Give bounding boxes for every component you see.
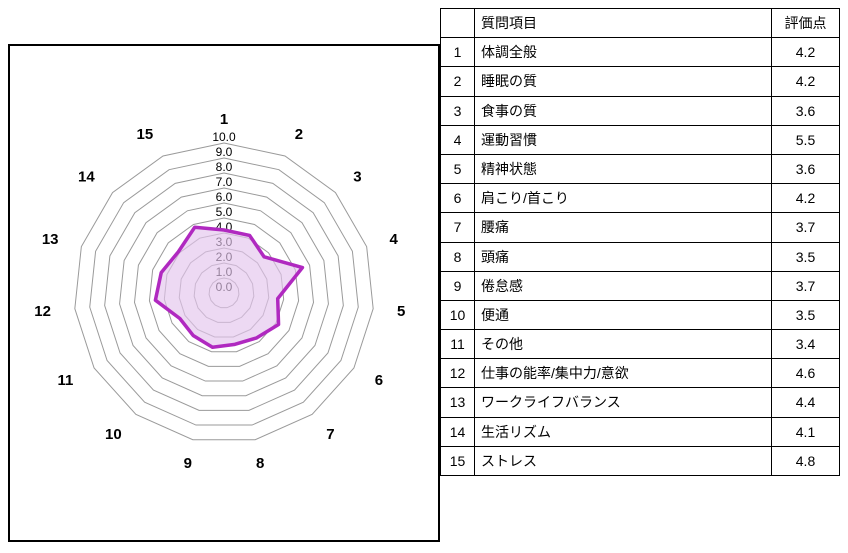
axis-label: 15 (137, 126, 154, 143)
row-score: 3.6 (772, 154, 840, 183)
table-row: 14生活リズム4.1 (441, 417, 840, 446)
table-row: 7腰痛3.7 (441, 213, 840, 242)
row-label: 睡眠の質 (475, 67, 772, 96)
col-header-num (441, 9, 475, 38)
row-num: 13 (441, 388, 475, 417)
table-row: 12仕事の能率/集中力/意欲4.6 (441, 359, 840, 388)
row-score: 3.6 (772, 96, 840, 125)
axis-label: 1 (220, 111, 228, 128)
row-score: 3.7 (772, 271, 840, 300)
radar-chart: 1234567891011121314150.01.02.03.04.05.06… (30, 99, 418, 487)
row-num: 3 (441, 96, 475, 125)
row-label: 腰痛 (475, 213, 772, 242)
row-score: 5.5 (772, 125, 840, 154)
row-num: 2 (441, 67, 475, 96)
table-row: 5精神状態3.6 (441, 154, 840, 183)
row-num: 11 (441, 330, 475, 359)
row-label: 倦怠感 (475, 271, 772, 300)
row-num: 8 (441, 242, 475, 271)
row-label: ストレス (475, 446, 772, 475)
row-label: ワークライフバランス (475, 388, 772, 417)
axis-label: 9 (184, 455, 192, 472)
row-label: 運動習慣 (475, 125, 772, 154)
axis-label: 14 (78, 169, 95, 186)
row-score: 4.6 (772, 359, 840, 388)
axis-label: 13 (42, 231, 59, 248)
row-score: 4.2 (772, 67, 840, 96)
tick-label: 6.0 (216, 190, 233, 204)
axis-label: 5 (397, 303, 405, 320)
row-score: 4.2 (772, 184, 840, 213)
row-score: 3.5 (772, 300, 840, 329)
tick-label: 8.0 (216, 160, 233, 174)
table-row: 13ワークライフバランス4.4 (441, 388, 840, 417)
table-row: 2睡眠の質4.2 (441, 67, 840, 96)
row-label: 食事の質 (475, 96, 772, 125)
layout-wrap: 1234567891011121314150.01.02.03.04.05.06… (8, 8, 840, 542)
table-row: 3食事の質3.6 (441, 96, 840, 125)
table-row: 10便通3.5 (441, 300, 840, 329)
row-num: 6 (441, 184, 475, 213)
row-label: その他 (475, 330, 772, 359)
axis-label: 10 (105, 426, 122, 443)
row-label: 精神状態 (475, 154, 772, 183)
row-num: 5 (441, 154, 475, 183)
table-row: 9倦怠感3.7 (441, 271, 840, 300)
row-score: 4.1 (772, 417, 840, 446)
table-row: 15ストレス4.8 (441, 446, 840, 475)
row-label: 頭痛 (475, 242, 772, 271)
row-score: 4.4 (772, 388, 840, 417)
row-label: 肩こり/首こり (475, 184, 772, 213)
row-num: 15 (441, 446, 475, 475)
row-label: 体調全般 (475, 38, 772, 67)
row-score: 3.4 (772, 330, 840, 359)
axis-label: 12 (34, 303, 51, 320)
table-row: 11その他3.4 (441, 330, 840, 359)
row-label: 仕事の能率/集中力/意欲 (475, 359, 772, 388)
axis-label: 4 (389, 231, 398, 248)
tick-label: 10.0 (212, 130, 236, 144)
row-score: 4.2 (772, 38, 840, 67)
table-row: 1体調全般4.2 (441, 38, 840, 67)
row-num: 14 (441, 417, 475, 446)
axis-label: 11 (57, 372, 73, 389)
row-num: 1 (441, 38, 475, 67)
score-table: 質問項目 評価点 1体調全般4.22睡眠の質4.23食事の質3.64運動習慣5.… (440, 8, 840, 476)
col-header-label: 質問項目 (475, 9, 772, 38)
tick-label: 9.0 (216, 145, 233, 159)
row-score: 3.5 (772, 242, 840, 271)
axis-label: 3 (353, 169, 361, 186)
radar-chart-container: 1234567891011121314150.01.02.03.04.05.06… (8, 44, 440, 542)
tick-label: 7.0 (216, 175, 233, 189)
row-num: 4 (441, 125, 475, 154)
row-num: 7 (441, 213, 475, 242)
row-label: 生活リズム (475, 417, 772, 446)
table-row: 4運動習慣5.5 (441, 125, 840, 154)
row-score: 4.8 (772, 446, 840, 475)
tick-label: 5.0 (216, 205, 233, 219)
axis-label: 8 (256, 455, 264, 472)
axis-label: 7 (326, 426, 334, 443)
col-header-score: 評価点 (772, 9, 840, 38)
row-label: 便通 (475, 300, 772, 329)
axis-label: 2 (295, 126, 303, 143)
table-row: 6肩こり/首こり4.2 (441, 184, 840, 213)
axis-label: 6 (375, 372, 383, 389)
row-num: 9 (441, 271, 475, 300)
row-num: 12 (441, 359, 475, 388)
table-row: 8頭痛3.5 (441, 242, 840, 271)
row-score: 3.7 (772, 213, 840, 242)
row-num: 10 (441, 300, 475, 329)
